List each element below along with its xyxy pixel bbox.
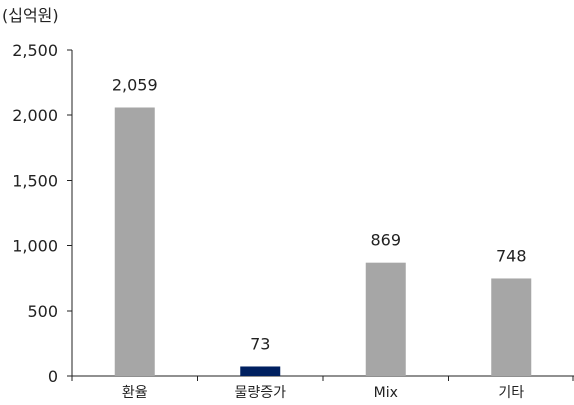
y-tick-label: 0 bbox=[48, 367, 58, 386]
data-labels: 2,059 73 869 748 bbox=[112, 76, 527, 354]
data-label: 748 bbox=[496, 246, 527, 265]
bars bbox=[114, 107, 532, 376]
y-tick-label: 500 bbox=[27, 302, 58, 321]
category-labels: 환율 물량증가 Mix 기타 bbox=[122, 385, 524, 401]
unit-label: (십억원) bbox=[2, 6, 59, 25]
category-label: Mix bbox=[374, 385, 398, 401]
bar bbox=[114, 107, 155, 376]
data-label: 869 bbox=[370, 231, 401, 250]
category-label: 기타 bbox=[498, 385, 524, 401]
bar bbox=[240, 366, 281, 376]
category-label: 환율 bbox=[122, 385, 148, 401]
y-tick-label: 2,000 bbox=[12, 106, 58, 125]
bar bbox=[491, 278, 532, 376]
bar bbox=[365, 262, 406, 376]
y-tick-label: 1,000 bbox=[12, 237, 58, 256]
y-axis: 0 500 1,000 1,500 2,000 2,500 bbox=[12, 41, 73, 386]
y-tick-label: 1,500 bbox=[12, 171, 58, 190]
data-label: 2,059 bbox=[112, 76, 158, 95]
x-axis bbox=[71, 375, 574, 381]
y-tick-label: 2,500 bbox=[12, 41, 58, 60]
category-label: 물량증가 bbox=[234, 385, 286, 401]
data-label: 73 bbox=[250, 334, 270, 353]
